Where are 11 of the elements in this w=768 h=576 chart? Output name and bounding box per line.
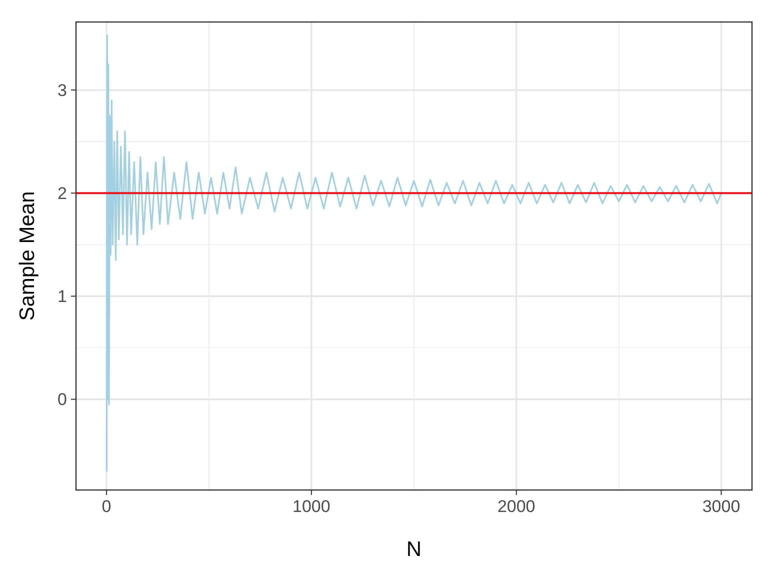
y-tick-label: 1 [58,287,67,306]
y-axis-title: Sample Mean [16,191,39,321]
y-tick-label: 0 [58,390,67,410]
x-axis-title: N [406,538,422,561]
x-tick-label: 1000 [292,497,330,516]
x-tick-label: 3000 [702,497,740,516]
x-tick-label: 0 [102,497,112,516]
x-tick-label: 2000 [497,497,536,516]
y-tick-label: 2 [58,184,67,204]
line-series [106,34,722,472]
y-tick-label: 3 [58,80,67,100]
